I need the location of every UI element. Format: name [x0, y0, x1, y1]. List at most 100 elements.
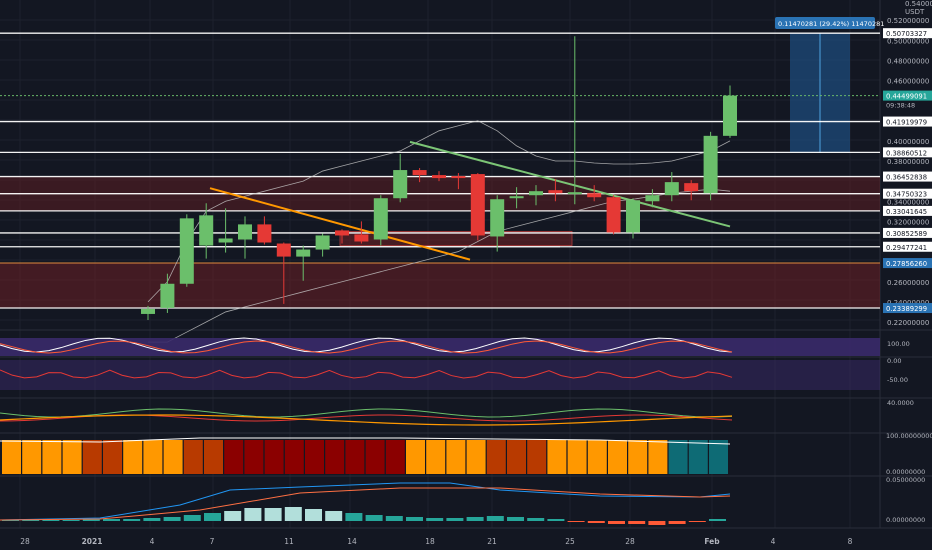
histo-bar: [284, 440, 304, 474]
time-label: 21: [487, 537, 497, 546]
histo-bar: [365, 440, 385, 474]
candle-body[interactable]: [703, 135, 718, 194]
williams-band: [0, 360, 880, 390]
band-upper: [147, 120, 731, 303]
candle-body[interactable]: [451, 176, 466, 179]
candle-body[interactable]: [626, 200, 640, 233]
candle-body[interactable]: [160, 283, 175, 308]
macd-bar: [204, 513, 221, 521]
candle-body[interactable]: [567, 192, 582, 195]
candle-body[interactable]: [606, 197, 621, 233]
candle-body[interactable]: [645, 195, 660, 202]
zone-price-label-bg: [883, 258, 932, 269]
time-label: Feb: [704, 537, 720, 546]
macd-bar: [264, 508, 282, 521]
candle-body[interactable]: [684, 183, 699, 192]
macd-bar: [82, 519, 100, 521]
candle-body[interactable]: [548, 190, 563, 194]
macd-bar: [385, 516, 403, 521]
macd-bar: [123, 519, 141, 521]
candle-body[interactable]: [276, 243, 291, 257]
macd-bar: [62, 520, 80, 521]
macd-bar: [345, 513, 363, 521]
measure-tool: 0.11470281 (29.42%) 11470281: [775, 17, 884, 153]
price-tick: 0.34000000: [887, 198, 929, 206]
time-label: 25: [565, 537, 575, 546]
macd-bar: [406, 517, 423, 521]
williams-label: -50.00: [887, 376, 908, 384]
macd-bar: [547, 519, 565, 521]
macd-pane[interactable]: 0.05000000 0.00000000: [0, 476, 925, 525]
histo-bar: [103, 440, 122, 474]
histo-bar: [628, 440, 648, 474]
trendlines: [209, 140, 731, 261]
low-price-label-bg: [883, 303, 932, 314]
level-price-label: 0.41919979: [886, 119, 927, 127]
histo-bar: [224, 440, 244, 474]
trendline-orange[interactable]: [209, 187, 471, 261]
candle-body[interactable]: [296, 249, 311, 257]
macd-bar: [486, 516, 504, 521]
candle-body[interactable]: [470, 174, 485, 236]
time-label: 4: [771, 537, 776, 546]
macd-bar: [507, 517, 524, 521]
macd-bar: [466, 517, 484, 521]
candle-body[interactable]: [490, 199, 505, 237]
dmi-label: 40.0000: [887, 399, 914, 407]
stoch-rsi-pane[interactable]: 100.00: [0, 337, 910, 356]
dmi-pane[interactable]: 40.0000: [0, 399, 914, 426]
candle-body[interactable]: [238, 224, 252, 240]
candle-body[interactable]: [412, 170, 427, 176]
histo-pane[interactable]: 100.00000000 0.00000000: [0, 432, 932, 476]
price-tick: 0.48000000: [887, 57, 929, 65]
candle-body[interactable]: [432, 175, 446, 179]
measure-tooltip-bg: [775, 17, 875, 29]
time-axis[interactable]: 28 2021 4 7 11 14 18 21 25 28 Feb 4 8: [20, 537, 852, 546]
candle-body[interactable]: [257, 224, 272, 243]
price-tick: 0.32000000: [887, 218, 929, 226]
level-price-label: 0.33041645: [886, 208, 927, 216]
dmi-plus-line: [0, 408, 733, 418]
histo-bar: [143, 440, 163, 474]
candle-body[interactable]: [218, 238, 233, 243]
trendline-green[interactable]: [409, 140, 731, 228]
histo-bar: [123, 440, 143, 474]
time-label: 8: [848, 537, 853, 546]
candle-body[interactable]: [529, 191, 543, 196]
histo-bar: [264, 440, 284, 474]
candle-body[interactable]: [354, 234, 369, 242]
time-label: 7: [210, 537, 215, 546]
histo-top-label: 100.00000000: [886, 432, 932, 440]
stoch-level-label: 100.00: [887, 340, 910, 348]
zone-price-label: 0.27856260: [886, 260, 927, 268]
candle-body[interactable]: [373, 198, 388, 240]
candle-body[interactable]: [199, 215, 214, 246]
candle-body[interactable]: [315, 235, 330, 250]
candle-body[interactable]: [587, 193, 602, 198]
williams-pane[interactable]: 0.00 -50.00: [0, 357, 908, 390]
macd-bar: [163, 517, 181, 521]
candle-body[interactable]: [723, 95, 737, 136]
candle-body[interactable]: [509, 196, 524, 199]
histo-bar: [648, 440, 668, 474]
price-tick: 0.40000000: [887, 138, 929, 146]
time-label: 28: [20, 537, 30, 546]
candle-body[interactable]: [335, 230, 349, 236]
candle-body[interactable]: [179, 218, 194, 284]
candle-body[interactable]: [664, 182, 679, 196]
candle-body[interactable]: [141, 308, 155, 314]
price-tick: 0.26000000: [887, 279, 929, 287]
level-price-label-bg: [883, 171, 932, 182]
histo-bar: [163, 440, 183, 474]
time-label: 28: [625, 537, 635, 546]
stoch-d-line: [0, 340, 733, 354]
stoch-k-line: [0, 337, 733, 353]
histo-bar: [305, 440, 324, 474]
histo-bar: [345, 440, 365, 474]
histo-bar: [426, 440, 446, 474]
price-pane[interactable]: 0.11470281 (29.42%) 11470281: [0, 17, 884, 343]
candle-body[interactable]: [393, 170, 408, 199]
time-label: 4: [150, 537, 155, 546]
price-axis[interactable]: 0.54000000 USDT 0.52000000 0.50000000 0.48…: [883, 0, 932, 327]
